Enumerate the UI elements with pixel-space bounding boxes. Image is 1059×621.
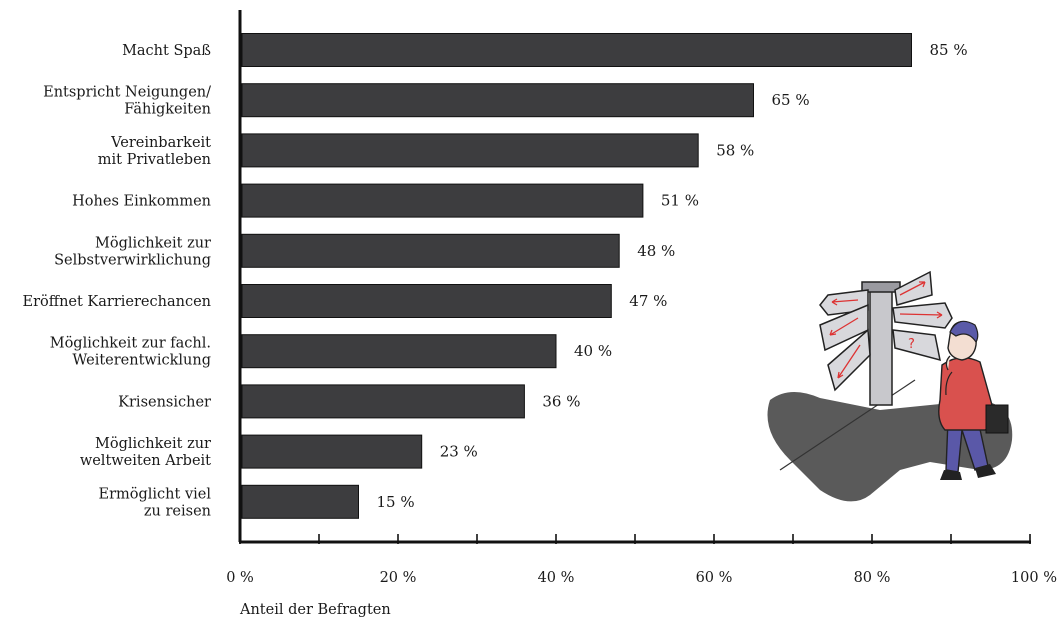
category-label-7: Krisensicher — [118, 394, 211, 410]
category-label-3: Hohes Einkommen — [72, 194, 211, 210]
x-tick-label-5: 100 % — [1011, 570, 1057, 586]
value-label-9: 15 % — [377, 493, 415, 511]
category-label-1: Entspricht Neigungen/Fähigkeiten — [43, 85, 211, 118]
bar-5 — [241, 284, 612, 318]
svg-text:?: ? — [908, 337, 915, 352]
value-label-5: 47 % — [629, 292, 667, 310]
x-tick-label-4: 80 % — [854, 570, 891, 586]
bar-8 — [241, 434, 423, 469]
value-label-1: 65 % — [772, 91, 810, 109]
category-label-8: Möglichkeit zur weltweiten Arbeit — [80, 436, 211, 469]
axes-group — [238, 10, 1031, 544]
value-label-3: 51 % — [661, 192, 699, 210]
x-tick-label-2: 40 % — [538, 570, 575, 586]
bar-1 — [241, 83, 754, 118]
category-label-6: Möglichkeit zur fachl. Weiterentwicklung — [50, 336, 211, 369]
x-tick-label-0: 0 % — [226, 570, 254, 586]
value-label-4: 48 % — [637, 242, 675, 260]
value-label-6: 40 % — [574, 342, 612, 360]
bars-group — [241, 33, 912, 519]
value-label-7: 36 % — [542, 392, 580, 410]
value-labels: 85 % 65 % 58 % 51 % 48 % 47 % 40 % 36 % 23 % 15 % — [377, 41, 968, 511]
signpost-person-icon: ? — [767, 270, 1013, 502]
bar-7 — [241, 384, 525, 419]
value-label-2: 58 % — [716, 141, 754, 159]
category-label-4: Möglichkeit zur Selbstverwirklichung — [54, 235, 211, 268]
bar-0 — [241, 33, 912, 67]
x-tick-label-3: 60 % — [696, 570, 733, 586]
bar-6 — [241, 334, 557, 369]
bar-2 — [241, 133, 699, 168]
bar-9 — [241, 484, 359, 519]
x-tick-labels: 0 % 20 % 40 % 60 % 80 % 100 % — [226, 570, 1057, 586]
value-label-0: 85 % — [930, 41, 968, 59]
bar-3 — [241, 183, 644, 218]
x-tick-label-1: 20 % — [380, 570, 417, 586]
category-label-5: Eröffnet Karrierechancen — [23, 294, 211, 310]
category-label-0: Macht Spaß — [122, 43, 211, 59]
value-label-8: 23 % — [440, 443, 478, 461]
x-axis-label: Anteil der Befragten — [239, 602, 391, 618]
category-label-9: Ermöglicht viel zu reisen — [99, 486, 212, 519]
category-label-2: Vereinbarkeit mit Privatleben — [98, 135, 211, 168]
category-labels: Macht Spaß Entspricht Neigungen/Fähigkeit… — [23, 43, 212, 519]
bar-4 — [241, 233, 620, 268]
